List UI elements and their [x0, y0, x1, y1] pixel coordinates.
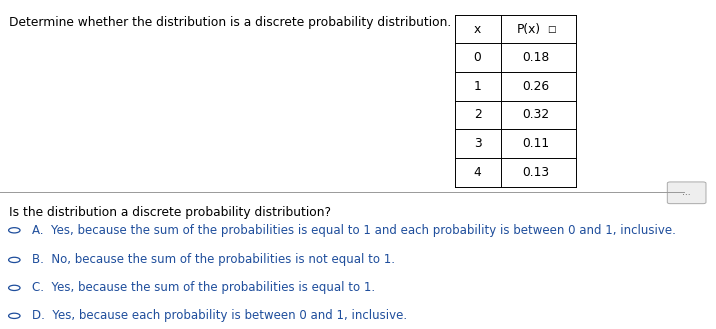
FancyBboxPatch shape — [667, 182, 706, 204]
Text: 0.13: 0.13 — [522, 166, 549, 179]
Text: 0: 0 — [474, 51, 481, 64]
Text: ...: ... — [682, 188, 690, 197]
Text: 3: 3 — [474, 137, 481, 150]
Text: 0.32: 0.32 — [522, 109, 549, 121]
Text: □: □ — [547, 25, 556, 34]
Text: Is the distribution a discrete probability distribution?: Is the distribution a discrete probabili… — [9, 206, 331, 219]
Text: x: x — [474, 23, 481, 36]
Text: 0.18: 0.18 — [522, 51, 549, 64]
Text: 0.11: 0.11 — [522, 137, 549, 150]
Text: 1: 1 — [474, 80, 481, 93]
Text: 2: 2 — [474, 109, 481, 121]
Text: 4: 4 — [474, 166, 481, 179]
Text: C.  Yes, because the sum of the probabilities is equal to 1.: C. Yes, because the sum of the probabili… — [32, 281, 374, 294]
Text: D.  Yes, because each probability is between 0 and 1, inclusive.: D. Yes, because each probability is betw… — [32, 309, 407, 322]
Text: B.  No, because the sum of the probabilities is not equal to 1.: B. No, because the sum of the probabilit… — [32, 253, 395, 266]
Text: P(x): P(x) — [516, 23, 541, 36]
Text: A.  Yes, because the sum of the probabilities is equal to 1 and each probability: A. Yes, because the sum of the probabili… — [32, 224, 675, 237]
Text: 0.26: 0.26 — [522, 80, 549, 93]
Text: Determine whether the distribution is a discrete probability distribution.: Determine whether the distribution is a … — [9, 16, 451, 30]
